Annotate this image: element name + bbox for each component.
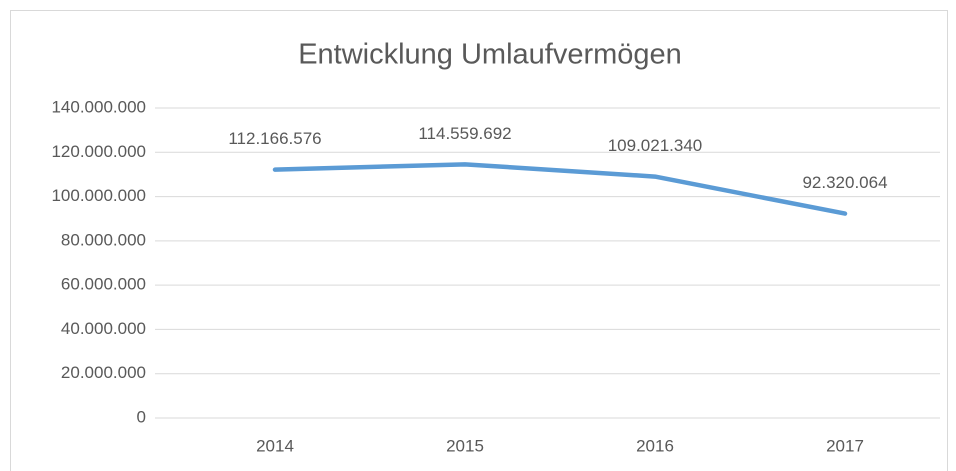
y-tick-label: 100.000.000 [51, 186, 146, 205]
data-label: 114.559.692 [418, 124, 511, 143]
data-label: 92.320.064 [802, 173, 887, 192]
data-label: 109.021.340 [608, 136, 703, 155]
line-series [272, 162, 848, 216]
x-tick-label: 2016 [636, 436, 674, 455]
y-tick-label: 20.000.000 [61, 363, 146, 382]
data-label: 112.166.576 [228, 129, 321, 148]
y-tick-label: 140.000.000 [51, 97, 146, 116]
x-tick-label: 2017 [826, 436, 864, 455]
y-tick-label: 40.000.000 [61, 319, 146, 338]
y-tick-label: 60.000.000 [61, 275, 146, 294]
x-tick-label: 2014 [256, 436, 294, 455]
x-tick-label: 2015 [446, 436, 484, 455]
y-tick-label: 120.000.000 [51, 142, 146, 161]
chart-title: Entwicklung Umlaufvermögen [298, 39, 682, 71]
y-tick-label: 0 [137, 407, 146, 426]
y-tick-label: 80.000.000 [61, 230, 146, 249]
